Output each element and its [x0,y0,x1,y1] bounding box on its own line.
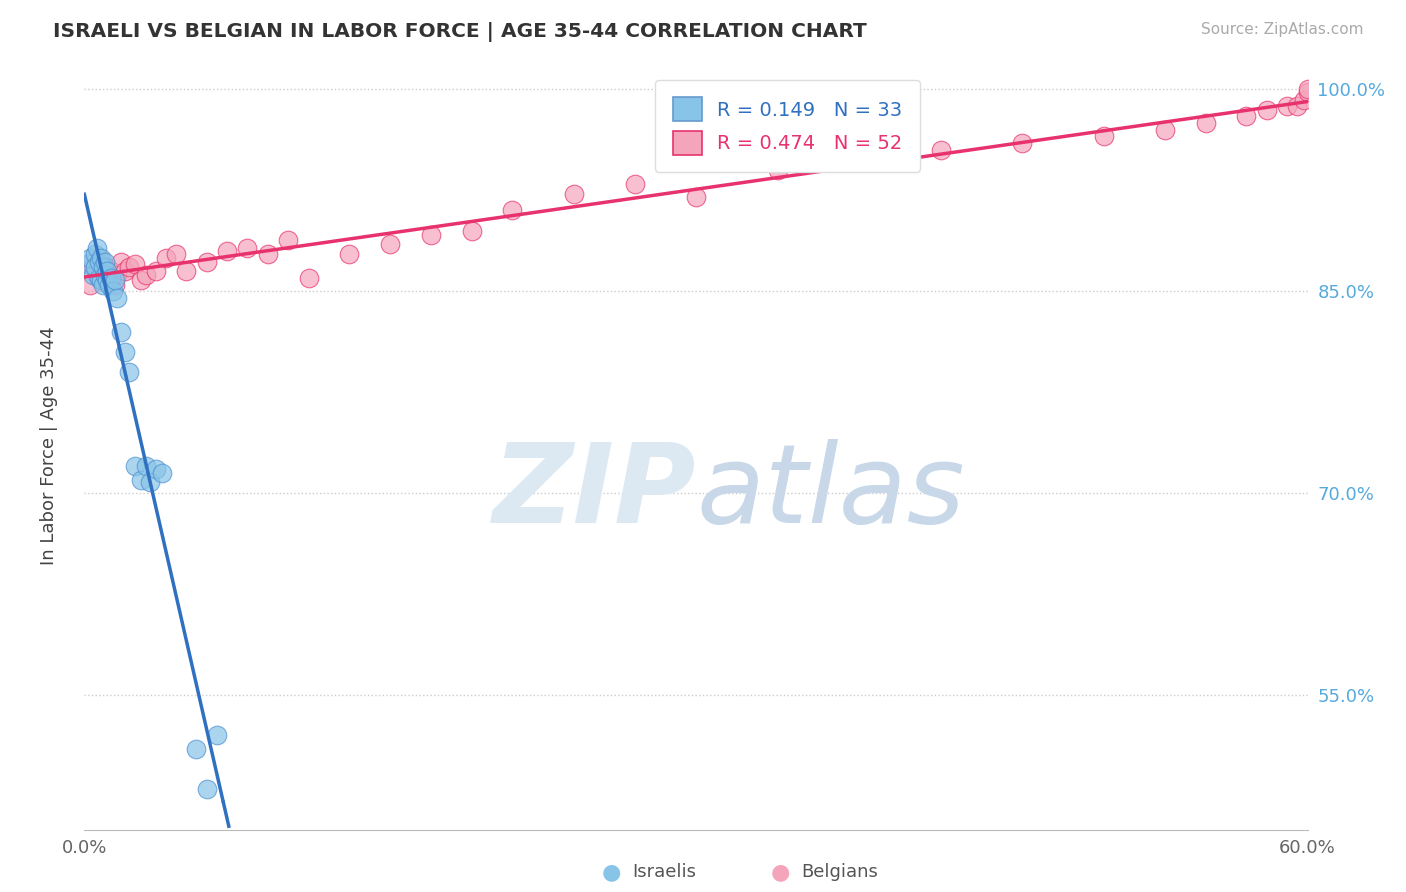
Point [110,325,132,339]
Point [83,246,105,260]
Point [79,277,101,292]
Point [1292,93,1315,107]
Point [461,224,484,238]
Point [138,475,160,490]
Text: Source: ZipAtlas.com: Source: ZipAtlas.com [1201,22,1364,37]
Point [87,251,110,265]
Point [195,254,218,268]
Point [96,264,118,278]
Point [91,264,114,278]
Point [1092,129,1115,144]
Point [1256,103,1278,117]
Point [97,277,120,292]
Point [1286,98,1309,112]
Point [848,153,870,167]
Point [929,143,952,157]
Point [135,459,157,474]
Point [298,270,321,285]
Point [124,459,146,474]
Point [96,260,118,274]
Point [1296,85,1319,99]
Point [217,244,239,258]
Point [104,273,127,287]
Point [97,273,120,287]
Point [82,268,104,282]
Legend: R = 0.149   N = 33, R = 0.474   N = 52: R = 0.149 N = 33, R = 0.474 N = 52 [655,79,920,172]
Point [165,246,187,260]
Point [257,246,280,260]
Point [90,273,112,287]
Point [685,190,707,204]
Text: ZIP: ZIP [492,439,696,546]
Point [339,246,361,260]
Point [91,260,114,274]
Point [101,284,124,298]
Point [277,233,299,247]
Point [87,270,110,285]
Point [105,268,128,282]
Point [104,277,127,292]
Point [93,268,115,282]
Point [1296,82,1319,96]
Point [145,264,167,278]
Point [114,344,136,359]
Point [118,365,141,379]
Text: ●: ● [770,863,790,882]
Point [1154,122,1177,136]
Point [77,257,100,271]
Point [90,273,112,287]
Point [82,260,104,274]
Point [174,264,197,278]
Point [1236,109,1258,123]
Point [79,251,101,265]
Point [236,241,259,255]
Point [131,273,153,287]
Point [83,260,105,274]
Point [562,187,585,202]
Point [624,177,647,191]
Point [86,241,108,255]
Point [100,270,122,285]
Point [1011,136,1033,151]
Point [91,277,114,292]
Point [155,251,177,265]
Point [105,291,128,305]
Text: ●: ● [602,863,621,882]
Point [110,254,132,268]
Point [90,251,112,265]
Point [195,782,218,797]
Point [1277,98,1299,112]
Point [502,203,524,218]
Point [93,268,115,282]
Point [186,741,208,756]
Point [420,227,443,242]
Text: ISRAELI VS BELGIAN IN LABOR FORCE | AGE 35-44 CORRELATION CHART: ISRAELI VS BELGIAN IN LABOR FORCE | AGE … [53,22,868,42]
Point [118,260,141,274]
Point [145,462,167,476]
Point [205,728,228,742]
Point [86,268,108,282]
Text: In Labor Force | Age 35-44: In Labor Force | Age 35-44 [41,326,58,566]
Text: atlas: atlas [696,439,965,546]
Point [114,264,136,278]
Point [83,260,105,274]
Text: Israelis: Israelis [633,863,697,881]
Point [135,268,157,282]
Point [96,273,118,287]
Point [93,254,115,268]
Point [100,264,122,278]
Point [124,257,146,271]
Point [150,466,173,480]
Text: Belgians: Belgians [801,863,879,881]
Point [87,254,110,268]
Point [1195,116,1218,130]
Point [131,473,153,487]
Point [766,163,789,178]
Point [380,237,402,252]
Point [77,257,100,271]
